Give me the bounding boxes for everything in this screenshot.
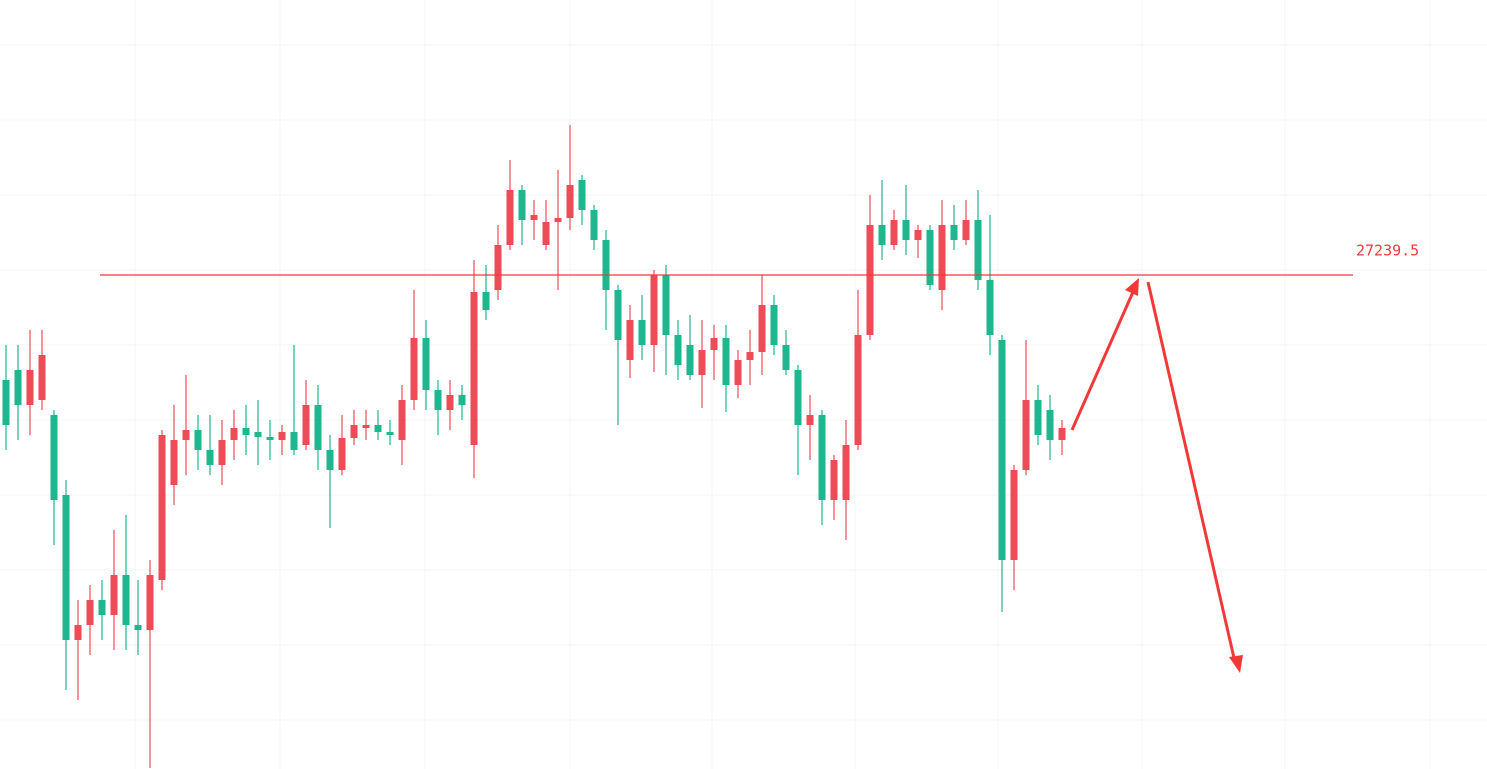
candle-body xyxy=(110,575,118,615)
candle-body xyxy=(134,625,142,630)
candle-body xyxy=(530,215,538,220)
candle-body xyxy=(482,292,490,310)
candle-body xyxy=(494,245,502,290)
candle-body xyxy=(410,338,418,400)
candle-body xyxy=(734,360,742,385)
candle-body xyxy=(146,575,154,630)
candle-body xyxy=(182,430,190,440)
candle-body xyxy=(350,425,358,438)
arrow-down xyxy=(1146,281,1236,659)
candle-body xyxy=(362,425,370,428)
candle-body xyxy=(206,450,214,465)
candle-body xyxy=(950,225,958,240)
candle-body xyxy=(314,405,322,450)
candle-body xyxy=(170,440,178,485)
candle-body xyxy=(1022,400,1030,470)
candles xyxy=(2,125,1066,768)
candle-body xyxy=(806,415,814,425)
candle-body xyxy=(122,575,130,625)
candle-body xyxy=(794,370,802,425)
candle-body xyxy=(890,220,898,245)
candle-body xyxy=(650,275,658,345)
candle-body xyxy=(326,450,334,470)
candle-body xyxy=(74,625,82,640)
candle-body xyxy=(878,225,886,245)
candle-body xyxy=(398,400,406,440)
candle-body xyxy=(638,320,646,345)
candle-body xyxy=(302,405,310,445)
candle-body xyxy=(158,435,166,580)
candle-body xyxy=(290,432,298,450)
candle-body xyxy=(602,240,610,290)
candle-body xyxy=(722,338,730,385)
candle-body xyxy=(746,352,754,360)
candle-body xyxy=(230,428,238,440)
candle-body xyxy=(14,370,22,405)
candle-body xyxy=(698,350,706,375)
candle-body xyxy=(434,390,442,410)
candle-body xyxy=(266,437,274,440)
candle-body xyxy=(470,292,478,445)
candle-body xyxy=(590,210,598,240)
candle-body xyxy=(770,305,778,345)
candle-body xyxy=(458,395,466,405)
candle-body xyxy=(1058,428,1066,440)
candle-body xyxy=(26,370,34,405)
candle-body xyxy=(614,290,622,340)
candle-body xyxy=(830,460,838,500)
candle-body xyxy=(1034,400,1042,435)
candle-body xyxy=(674,335,682,365)
candle-body xyxy=(62,495,70,640)
candle-body xyxy=(98,600,106,615)
candle-body xyxy=(542,222,550,245)
candle-body xyxy=(926,230,934,285)
candle-body xyxy=(1010,470,1018,560)
candle-body xyxy=(50,415,58,500)
candle-body xyxy=(842,445,850,500)
candle-body xyxy=(218,440,226,465)
candle-body xyxy=(2,380,10,425)
candle-body xyxy=(854,335,862,445)
candle-body xyxy=(278,432,286,440)
candle-body xyxy=(518,190,526,220)
candle-body xyxy=(986,280,994,335)
level-label: 27239.5 xyxy=(1356,242,1419,260)
candle-body xyxy=(902,220,910,240)
candle-body xyxy=(38,355,46,400)
candle-body xyxy=(914,230,922,240)
candle-body xyxy=(962,220,970,240)
candle-body xyxy=(446,395,454,410)
candle-body xyxy=(998,340,1006,560)
arrow-head xyxy=(1125,278,1139,296)
candle-body xyxy=(194,430,202,450)
candle-body xyxy=(938,225,946,290)
candle-body xyxy=(758,305,766,352)
candle-body xyxy=(422,338,430,390)
candle-body xyxy=(782,345,790,370)
candle-body xyxy=(254,432,262,437)
arrows xyxy=(1070,278,1243,673)
arrow-head xyxy=(1229,655,1243,673)
candle-body xyxy=(974,220,982,280)
candle-body xyxy=(566,185,574,218)
arrow-up xyxy=(1070,291,1135,431)
candle-body xyxy=(554,218,562,222)
candle-body xyxy=(686,345,694,375)
candle-body xyxy=(506,190,514,245)
candle-body xyxy=(626,320,634,360)
candle-body xyxy=(662,275,670,335)
candle-body xyxy=(374,425,382,432)
candle-body xyxy=(578,180,586,210)
candle-body xyxy=(818,415,826,500)
candle-body xyxy=(338,438,346,470)
candle-body xyxy=(866,225,874,335)
candle-body xyxy=(1046,410,1054,440)
candle-body xyxy=(710,338,718,350)
candle-body xyxy=(242,428,250,435)
candle-body xyxy=(386,432,394,435)
candle-body xyxy=(86,600,94,625)
